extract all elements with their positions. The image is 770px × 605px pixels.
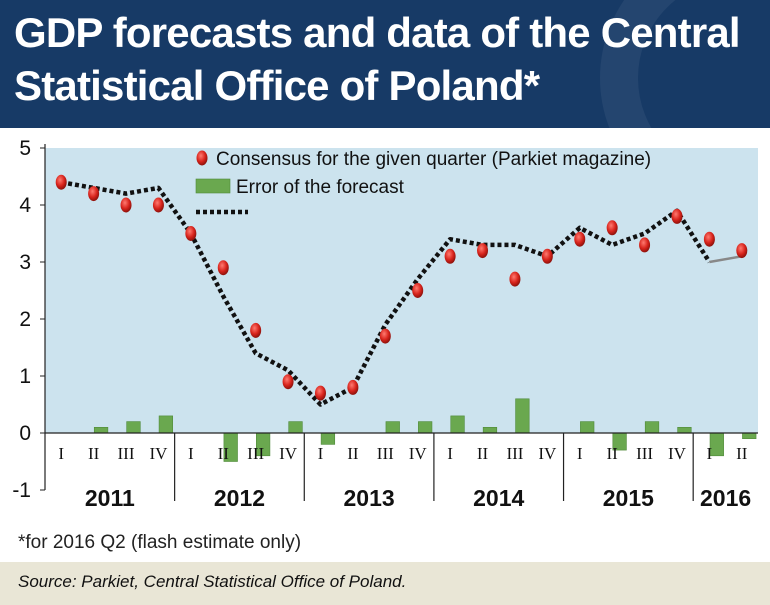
gdp-data-line	[60, 179, 712, 407]
error-bar-8	[320, 432, 336, 445]
quarter-label: I	[577, 444, 583, 463]
consensus-point-4	[185, 226, 197, 241]
y-tick-label: 1	[19, 365, 31, 388]
consensus-point-6	[250, 322, 262, 338]
consensus-point-9	[347, 379, 359, 395]
quarter-label: II	[606, 444, 618, 463]
legend-consensus-label: Consensus for the given quarter (Parkiet…	[216, 149, 651, 170]
chart-title: GDP forecasts and data of the Central St…	[14, 9, 741, 109]
year-label: 2015	[603, 485, 654, 511]
quarter-label: II	[218, 444, 230, 463]
error-bar-13	[482, 426, 498, 434]
legend-error-label: Error of the forecast	[236, 177, 405, 198]
quarter-label: III	[247, 444, 264, 463]
consensus-point-2	[120, 197, 132, 213]
quarter-label: II	[736, 444, 748, 463]
source-text: Source: Parkiet, Central Statistical Off…	[18, 572, 407, 591]
y-tick-label: -1	[12, 479, 31, 502]
y-tick-label: 4	[19, 194, 31, 217]
year-label: 2016	[700, 485, 751, 511]
error-bar-14	[515, 398, 530, 434]
quarter-label: I	[58, 444, 64, 463]
year-label: 2012	[214, 485, 265, 511]
quarter-label: IV	[279, 444, 298, 463]
consensus-point-12	[444, 248, 456, 264]
consensus-point-17	[606, 220, 618, 236]
error-bar-21	[742, 432, 757, 439]
header-banner: GDP forecasts and data of the Central St…	[0, 0, 770, 128]
y-tick-label: 0	[19, 422, 31, 445]
consensus-point-14	[509, 271, 521, 287]
legend-consensus-marker	[196, 150, 208, 166]
year-label: 2014	[473, 485, 524, 511]
consensus-point-15	[541, 248, 553, 264]
error-bar-11	[418, 421, 433, 434]
consensus-point-11	[412, 283, 424, 298]
year-label: 2013	[344, 485, 395, 511]
error-bar-1	[93, 426, 109, 434]
quarter-label: III	[506, 444, 523, 463]
quarter-label: IV	[538, 444, 557, 463]
consensus-point-19	[671, 208, 683, 224]
source-bar: Source: Parkiet, Central Statistical Off…	[0, 562, 770, 605]
quarter-label: III	[377, 444, 394, 463]
error-bar-7	[288, 421, 303, 434]
error-bar-3	[158, 415, 173, 434]
legend-error-marker	[195, 178, 231, 194]
consensus-point-13	[477, 243, 489, 259]
quarter-label: II	[88, 444, 100, 463]
quarter-label: I	[188, 444, 194, 463]
error-bar-16	[580, 421, 595, 434]
quarter-label: I	[447, 444, 453, 463]
consensus-point-8	[314, 385, 326, 401]
y-tick-label: 2	[19, 308, 31, 331]
consensus-point-20	[703, 231, 715, 247]
quarter-label: I	[707, 444, 713, 463]
error-bar-19	[677, 426, 692, 434]
gdp-flash-estimate-segment	[709, 255, 743, 264]
quarter-label: III	[118, 444, 135, 463]
consensus-point-1	[88, 186, 100, 202]
error-bar-10	[385, 421, 400, 434]
quarter-label: I	[318, 444, 324, 463]
consensus-point-16	[574, 231, 586, 247]
consensus-point-3	[152, 197, 164, 213]
consensus-point-18	[639, 237, 651, 253]
footnote: *for 2016 Q2 (flash estimate only)	[18, 532, 302, 553]
quarter-label: II	[477, 444, 489, 463]
quarter-label: IV	[668, 444, 687, 463]
y-tick-label: 3	[19, 251, 31, 274]
consensus-point-0	[55, 174, 67, 190]
quarter-label: IV	[409, 444, 428, 463]
error-bar-2	[126, 421, 141, 434]
consensus-point-10	[379, 328, 391, 344]
y-tick-label: 5	[19, 137, 31, 160]
quarter-label: IV	[149, 444, 168, 463]
consensus-point-5	[217, 260, 229, 276]
quarter-label: III	[636, 444, 653, 463]
consensus-point-21	[736, 243, 748, 259]
consensus-point-7	[282, 374, 294, 390]
error-bar-12	[450, 415, 465, 434]
year-label: 2011	[85, 485, 135, 511]
error-bar-18	[644, 421, 660, 434]
quarter-label: II	[347, 444, 359, 463]
